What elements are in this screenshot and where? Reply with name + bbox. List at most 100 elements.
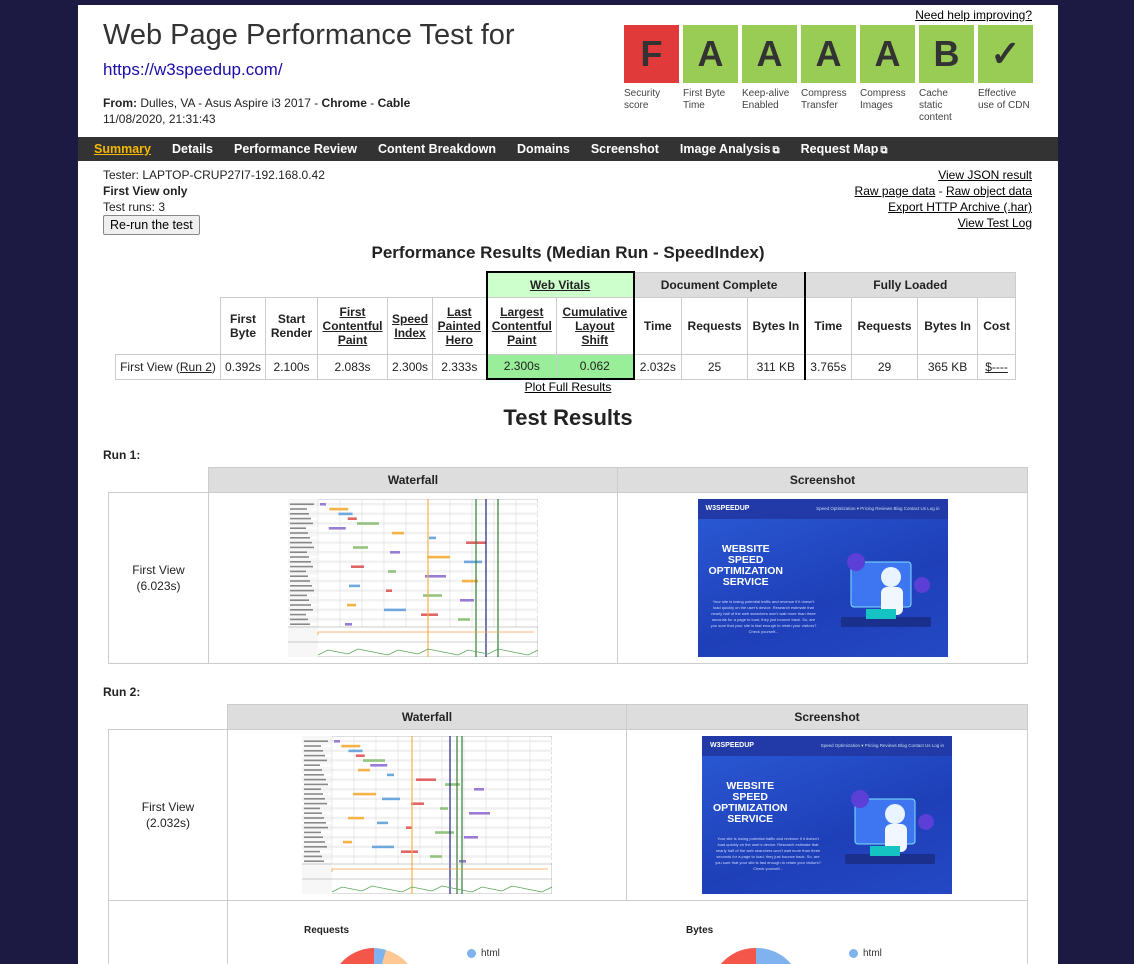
tested-url[interactable]: https://w3speedup.com/ <box>103 60 283 79</box>
shot-hero: WEBSITE SPEED OPTIMIZATION SERVICE <box>708 543 783 588</box>
col-start-render: Start Render <box>265 296 319 355</box>
document-complete-header: Document Complete <box>633 271 806 298</box>
grade-keep-alive-enabled[interactable]: A Keep-alive Enabled <box>742 25 797 112</box>
waterfall-thumbnail[interactable] <box>288 499 538 657</box>
grade-cache-static-content[interactable]: B Cache static content <box>919 25 974 124</box>
raw-object-data-link[interactable]: Raw object data <box>945 184 1032 198</box>
run-2-first-view: First View (2.032s) <box>108 729 228 901</box>
external-link-icon: ⧉ <box>880 145 888 156</box>
nav-screenshot[interactable]: Screenshot <box>590 142 659 156</box>
grade-label: First Byte Time <box>683 88 726 111</box>
grade-compress-transfer[interactable]: A Compress Transfer <box>801 25 856 112</box>
grade-compress-images[interactable]: A Compress Images <box>860 25 915 112</box>
screenshot-thumbnail[interactable]: W3SPEEDUP Speed Optimization ▾ Pricing R… <box>697 499 948 657</box>
grade-letter[interactable]: A <box>801 25 856 83</box>
run-1-screenshot-header: Screenshot <box>617 467 1028 493</box>
test-results-heading: Test Results <box>503 405 633 430</box>
nav-image-analysis[interactable]: Image Analysis ⧉ <box>679 142 780 156</box>
results-nav: Summary Details Performance Review Content … <box>78 137 1058 161</box>
run-2-screenshot[interactable]: W3SPEEDUP Speed Optimization ▾ Pricing R… <box>626 729 1028 901</box>
help-improving-link[interactable]: Need help improving? <box>915 8 1032 22</box>
col-speed-index[interactable]: Speed Index <box>387 296 434 355</box>
run-1-table: Waterfall Screenshot First View (6.023s) … <box>108 467 1028 664</box>
test-datetime: 11/08/2020, 21:31:43 <box>103 112 216 126</box>
run-2-label: Run 2: <box>103 685 141 699</box>
waterfall-thumbnail[interactable] <box>302 736 552 894</box>
location-text: Dulles, VA - Asus Aspire i3 2017 - <box>140 96 322 110</box>
screenshot-thumbnail[interactable]: W3SPEEDUP Speed Optimization ▾ Pricing R… <box>702 736 952 894</box>
value-dc-time: 2.032s <box>633 353 683 380</box>
external-link-icon: ⧉ <box>772 145 780 156</box>
test-location: From: Dulles, VA - Asus Aspire i3 2017 -… <box>103 95 410 127</box>
bytes-pie-chart <box>720 947 792 964</box>
test-runs: Test runs: 3 <box>103 200 166 214</box>
performance-results-heading: Performance Results (Median Run - SpeedI… <box>371 243 765 262</box>
run-2-waterfall[interactable] <box>227 729 627 901</box>
run-1-screenshot[interactable]: W3SPEEDUP Speed Optimization ▾ Pricing R… <box>617 492 1028 664</box>
shot-menu: Speed Optimization ▾ Pricing Reviews Blo… <box>816 506 940 511</box>
links-separator: - <box>935 184 946 198</box>
col-first-contentful-paint[interactable]: First Contentful Paint <box>317 296 389 355</box>
view-json-link[interactable]: View JSON result <box>938 168 1032 182</box>
grade-letter[interactable]: B <box>919 25 974 83</box>
run-1-waterfall[interactable] <box>208 492 618 664</box>
view-test-log-link[interactable]: View Test Log <box>957 216 1032 230</box>
raw-page-data-link[interactable]: Raw page data <box>854 184 936 198</box>
separator: - <box>366 96 378 110</box>
col-cumulative-layout-shift[interactable]: Cumulative Layout Shift <box>556 296 635 355</box>
shot-brand: W3SPEEDUP <box>705 505 750 512</box>
grade-label: Cache static content <box>919 88 952 123</box>
value-lcp: 2.300s <box>486 353 558 380</box>
bytes-legend: html <box>849 948 882 959</box>
grade-effective-use-of-cdn[interactable]: ✓ Effective use of CDN <box>978 25 1033 112</box>
grade-letter[interactable]: A <box>683 25 738 83</box>
value-start-render: 2.100s <box>265 353 319 380</box>
nav-details[interactable]: Details <box>171 142 213 156</box>
page: Web Page Performance Test for https://w3… <box>78 5 1058 964</box>
grade-label: Security score <box>624 88 661 111</box>
value-last-painted-hero: 2.333s <box>432 353 488 380</box>
col-fl-time: Time <box>803 296 853 355</box>
from-label: From: <box>103 96 137 110</box>
fully-loaded-header: Fully Loaded <box>803 271 1017 298</box>
nav-summary[interactable]: Summary <box>94 142 151 156</box>
nav-content-breakdown[interactable]: Content Breakdown <box>377 142 497 156</box>
col-last-painted-hero[interactable]: Last Painted Hero <box>432 296 488 355</box>
grade-first-byte-time[interactable]: A First Byte Time <box>683 25 738 112</box>
nav-request-map[interactable]: Request Map ⧉ <box>800 142 888 156</box>
bytes-pie-title: Bytes <box>686 925 714 936</box>
run-1-label: Run 1: <box>103 448 141 462</box>
grade-letter[interactable]: ✓ <box>978 25 1033 83</box>
col-dc-bytes-in: Bytes In <box>747 296 806 355</box>
plot-full-results: Plot Full Results <box>78 380 1058 394</box>
row-label: First View (Run 2) <box>115 353 221 380</box>
grade-security-score[interactable]: F Security score <box>624 25 679 112</box>
plot-full-results-link[interactable]: Plot Full Results <box>524 380 612 394</box>
grade-letter[interactable]: A <box>742 25 797 83</box>
tester-line: Tester: LAPTOP-CRUP27I7-192.168.0.42 <box>103 168 325 182</box>
requests-legend: html <box>467 948 500 959</box>
rerun-test-button[interactable]: Re-run the test <box>103 215 200 235</box>
nav-domains[interactable]: Domains <box>517 142 570 156</box>
nav-performance-review[interactable]: Performance Review <box>233 142 357 156</box>
value-fcp: 2.083s <box>317 353 389 380</box>
export-har-link[interactable]: Export HTTP Archive (.har) <box>888 200 1032 214</box>
col-cost: Cost <box>977 296 1017 355</box>
tester-info: Tester: LAPTOP-CRUP27I7-192.168.0.42 Fir… <box>103 167 325 215</box>
shot-brand: W3SPEEDUP <box>710 742 754 749</box>
col-largest-contentful-paint[interactable]: Largest Contentful Paint <box>486 296 558 355</box>
legend-dot <box>467 949 476 958</box>
shot-hero: WEBSITE SPEED OPTIMIZATION SERVICE <box>713 780 788 825</box>
requests-pie-title: Requests <box>304 925 350 936</box>
run-2-link[interactable]: Run 2 <box>179 359 212 374</box>
shot-body: Your site is losing potential traffic an… <box>710 599 817 634</box>
robot-illustration <box>845 790 935 864</box>
browser-text: Chrome <box>321 96 367 110</box>
value-cls: 0.062 <box>556 353 635 380</box>
grade-letter[interactable]: F <box>624 25 679 83</box>
value-cost[interactable]: $---- <box>977 353 1017 380</box>
grade-letter[interactable]: A <box>860 25 915 83</box>
col-fl-bytes-in: Bytes In <box>917 296 979 355</box>
web-vitals-header[interactable]: Web Vitals <box>485 271 635 298</box>
value-dc-requests: 25 <box>681 353 749 380</box>
